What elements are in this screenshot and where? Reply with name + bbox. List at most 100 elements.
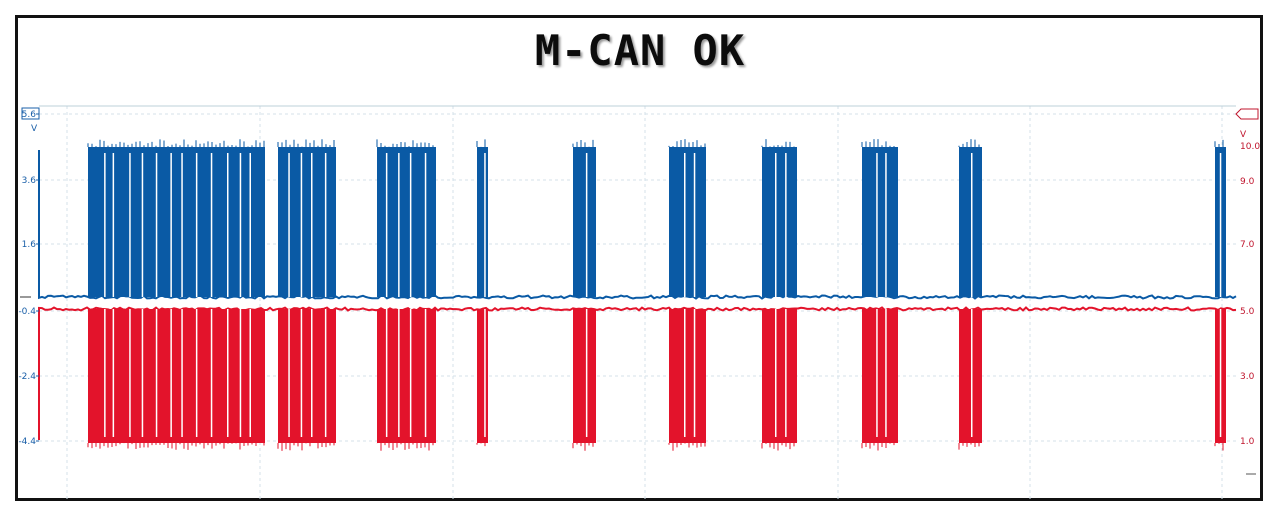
recessive-gap — [112, 309, 115, 437]
frame-burst — [278, 147, 336, 297]
recessive-gap — [684, 309, 686, 437]
recessive-gap — [885, 309, 887, 437]
frame-burst — [762, 147, 797, 297]
recessive-gap — [227, 153, 229, 297]
frame-burst — [377, 309, 436, 443]
recessive-gap — [141, 309, 144, 437]
recessive-gap — [288, 309, 290, 437]
idle-line — [38, 306, 1237, 312]
recessive-gap — [227, 309, 229, 437]
left-tick-label: -4.4 — [18, 437, 36, 447]
frame-burst — [862, 309, 898, 443]
recessive-gap — [876, 153, 878, 297]
recessive-gap — [876, 309, 878, 437]
right-tick-label: 9.0 — [1240, 177, 1255, 187]
recessive-gap — [324, 309, 327, 437]
recessive-gap — [409, 309, 412, 437]
frame-burst — [669, 309, 706, 443]
left-tick-label: 5.6 — [22, 110, 37, 120]
recessive-gap — [104, 153, 106, 297]
axes: 5.6 3.6 1.6 -0.4 -2.4 -4.4 V 10.0 9.0 7.0 5.0 3.0 1.… — [18, 107, 1260, 475]
recessive-gap — [484, 153, 486, 297]
recessive-gap — [104, 309, 106, 437]
left-tick-label: -2.4 — [18, 372, 36, 382]
recessive-gap — [971, 153, 973, 297]
recessive-gap — [181, 153, 183, 297]
recessive-gap — [288, 153, 290, 297]
recessive-gap — [311, 153, 313, 297]
recessive-gap — [885, 153, 887, 297]
recessive-gap — [585, 153, 588, 297]
frame-burst — [278, 309, 336, 443]
right-tick-label: 7.0 — [1240, 240, 1255, 250]
traces — [38, 139, 1237, 451]
recessive-gap — [195, 309, 198, 437]
chart-title: M-CAN OK — [534, 26, 746, 75]
recessive-gap — [785, 153, 787, 297]
recessive-gap — [249, 309, 251, 437]
frame-burst — [377, 147, 436, 297]
frame-burst — [959, 309, 982, 443]
recessive-gap — [141, 153, 144, 297]
frame-burst — [477, 147, 488, 297]
recessive-gap — [1219, 309, 1222, 437]
frame-burst — [573, 147, 596, 297]
recessive-gap — [398, 309, 400, 437]
recessive-gap — [210, 309, 213, 437]
frame-burst — [959, 147, 982, 297]
recessive-gap — [385, 309, 388, 437]
left-tick-label: -0.4 — [18, 307, 36, 317]
recessive-gap — [170, 309, 172, 437]
recessive-gap — [112, 153, 115, 297]
right-tick-label: 3.0 — [1240, 372, 1255, 382]
right-tick-label: 10.0 — [1240, 142, 1260, 152]
recessive-gap — [170, 153, 172, 297]
right-tick-label: 5.0 — [1240, 307, 1255, 317]
recessive-gap — [484, 309, 486, 437]
recessive-gap — [1219, 153, 1222, 297]
trace-can-low — [38, 306, 1237, 451]
recessive-gap — [155, 153, 158, 297]
recessive-gap — [398, 153, 400, 297]
left-tick-label: 3.6 — [22, 176, 37, 186]
frame-burst — [862, 147, 898, 297]
recessive-gap — [249, 153, 251, 297]
recessive-gap — [684, 153, 686, 297]
frame-burst — [573, 309, 596, 443]
right-axis-unit: V — [1240, 130, 1247, 140]
recessive-gap — [424, 309, 427, 437]
recessive-gap — [585, 309, 588, 437]
recessive-gap — [785, 309, 787, 437]
recessive-gap — [775, 153, 777, 297]
recessive-gap — [129, 309, 131, 437]
recessive-gap — [409, 153, 412, 297]
recessive-gap — [775, 309, 777, 437]
recessive-gap — [693, 309, 696, 437]
recessive-gap — [239, 153, 242, 297]
right-axis-marker — [1235, 108, 1259, 120]
left-tick-label: 1.6 — [22, 240, 37, 250]
recessive-gap — [424, 153, 427, 297]
recessive-gap — [129, 153, 131, 297]
recessive-gap — [693, 153, 696, 297]
recessive-gap — [311, 309, 313, 437]
recessive-gap — [195, 153, 198, 297]
recessive-gap — [971, 309, 973, 437]
recessive-gap — [300, 309, 303, 437]
frame-burst — [669, 147, 706, 297]
frame-burst — [762, 309, 797, 443]
recessive-gap — [300, 153, 303, 297]
frame-burst — [477, 309, 488, 443]
recessive-gap — [210, 153, 213, 297]
recessive-gap — [155, 309, 158, 437]
right-tick-label: 1.0 — [1240, 437, 1255, 447]
recessive-gap — [181, 309, 183, 437]
trace-can-high — [38, 139, 1237, 300]
left-axis-unit: V — [31, 124, 38, 134]
recessive-gap — [385, 153, 388, 297]
frame-burst — [88, 147, 265, 297]
recessive-gap — [324, 153, 327, 297]
frame-burst — [88, 309, 265, 443]
recessive-gap — [239, 309, 242, 437]
